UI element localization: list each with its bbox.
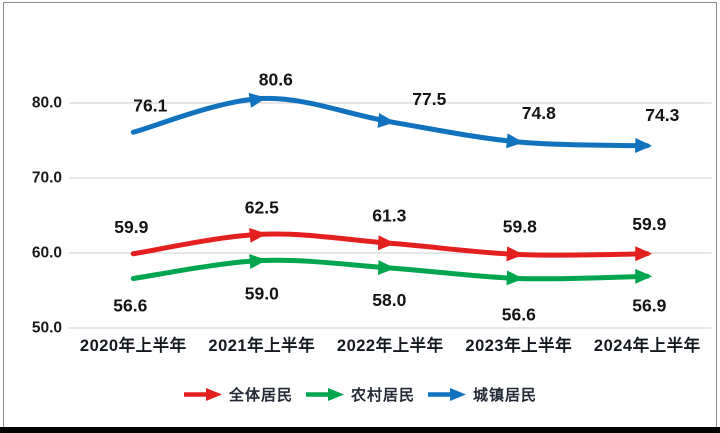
x-axis-category-label: 2024年上半年 xyxy=(594,335,701,355)
legend-item-1: 全体居民 xyxy=(183,384,293,405)
legend-arrow-icon xyxy=(183,388,222,401)
arrow-marker xyxy=(635,246,653,262)
legend-label: 农村居民 xyxy=(350,387,415,404)
legend-label: 城镇居民 xyxy=(473,387,538,404)
arrow-marker xyxy=(249,254,267,269)
data-label: 61.3 xyxy=(372,205,406,225)
chart-legend: 全体居民 农村居民 城镇居民 xyxy=(0,384,720,405)
y-axis-tick-label: 60.0 xyxy=(32,245,62,262)
data-label: 56.6 xyxy=(113,296,147,316)
data-label: 74.8 xyxy=(522,103,556,123)
data-label: 76.1 xyxy=(133,95,167,115)
arrow-marker xyxy=(635,268,653,284)
data-label: 74.3 xyxy=(645,105,679,125)
arrow-marker xyxy=(248,92,267,108)
x-axis-category-label: 2020年上半年 xyxy=(80,335,187,355)
y-axis-tick-label: 80.0 xyxy=(32,95,62,112)
x-axis-category-label: 2023年上半年 xyxy=(465,335,572,355)
bottom-black-bar xyxy=(0,427,720,433)
arrow-marker xyxy=(377,235,396,251)
arrow-marker xyxy=(506,133,524,149)
y-axis-tick-label: 70.0 xyxy=(32,170,62,187)
data-label: 59.0 xyxy=(245,284,279,304)
legend-item-2: 农村居民 xyxy=(305,384,415,405)
data-label: 80.6 xyxy=(259,70,293,90)
legend-arrowhead xyxy=(450,388,466,401)
legend-label: 全体居民 xyxy=(228,387,293,404)
legend-arrowhead xyxy=(327,388,344,401)
legend-arrow-icon xyxy=(428,388,466,401)
data-label: 56.6 xyxy=(502,305,536,325)
data-label: 59.9 xyxy=(114,217,148,237)
arrow-marker xyxy=(506,270,524,286)
legend-arrowhead xyxy=(205,388,222,401)
data-label: 62.5 xyxy=(245,197,279,217)
arrow-marker xyxy=(635,138,653,153)
data-label: 58.0 xyxy=(372,290,406,310)
arrow-marker xyxy=(506,246,524,262)
y-axis-tick-label: 50.0 xyxy=(32,320,62,337)
arrow-marker xyxy=(377,113,396,128)
arrow-marker xyxy=(378,260,396,276)
data-label: 77.5 xyxy=(412,89,446,109)
legend-arrow-icon xyxy=(305,388,344,401)
data-label: 59.9 xyxy=(632,214,666,234)
x-axis-category-label: 2022年上半年 xyxy=(337,335,444,355)
arrow-marker xyxy=(249,227,267,243)
x-axis-category-label: 2021年上半年 xyxy=(208,335,315,355)
legend-item-3: 城镇居民 xyxy=(427,384,537,405)
data-label: 56.9 xyxy=(632,295,666,315)
data-label: 59.8 xyxy=(503,217,537,237)
